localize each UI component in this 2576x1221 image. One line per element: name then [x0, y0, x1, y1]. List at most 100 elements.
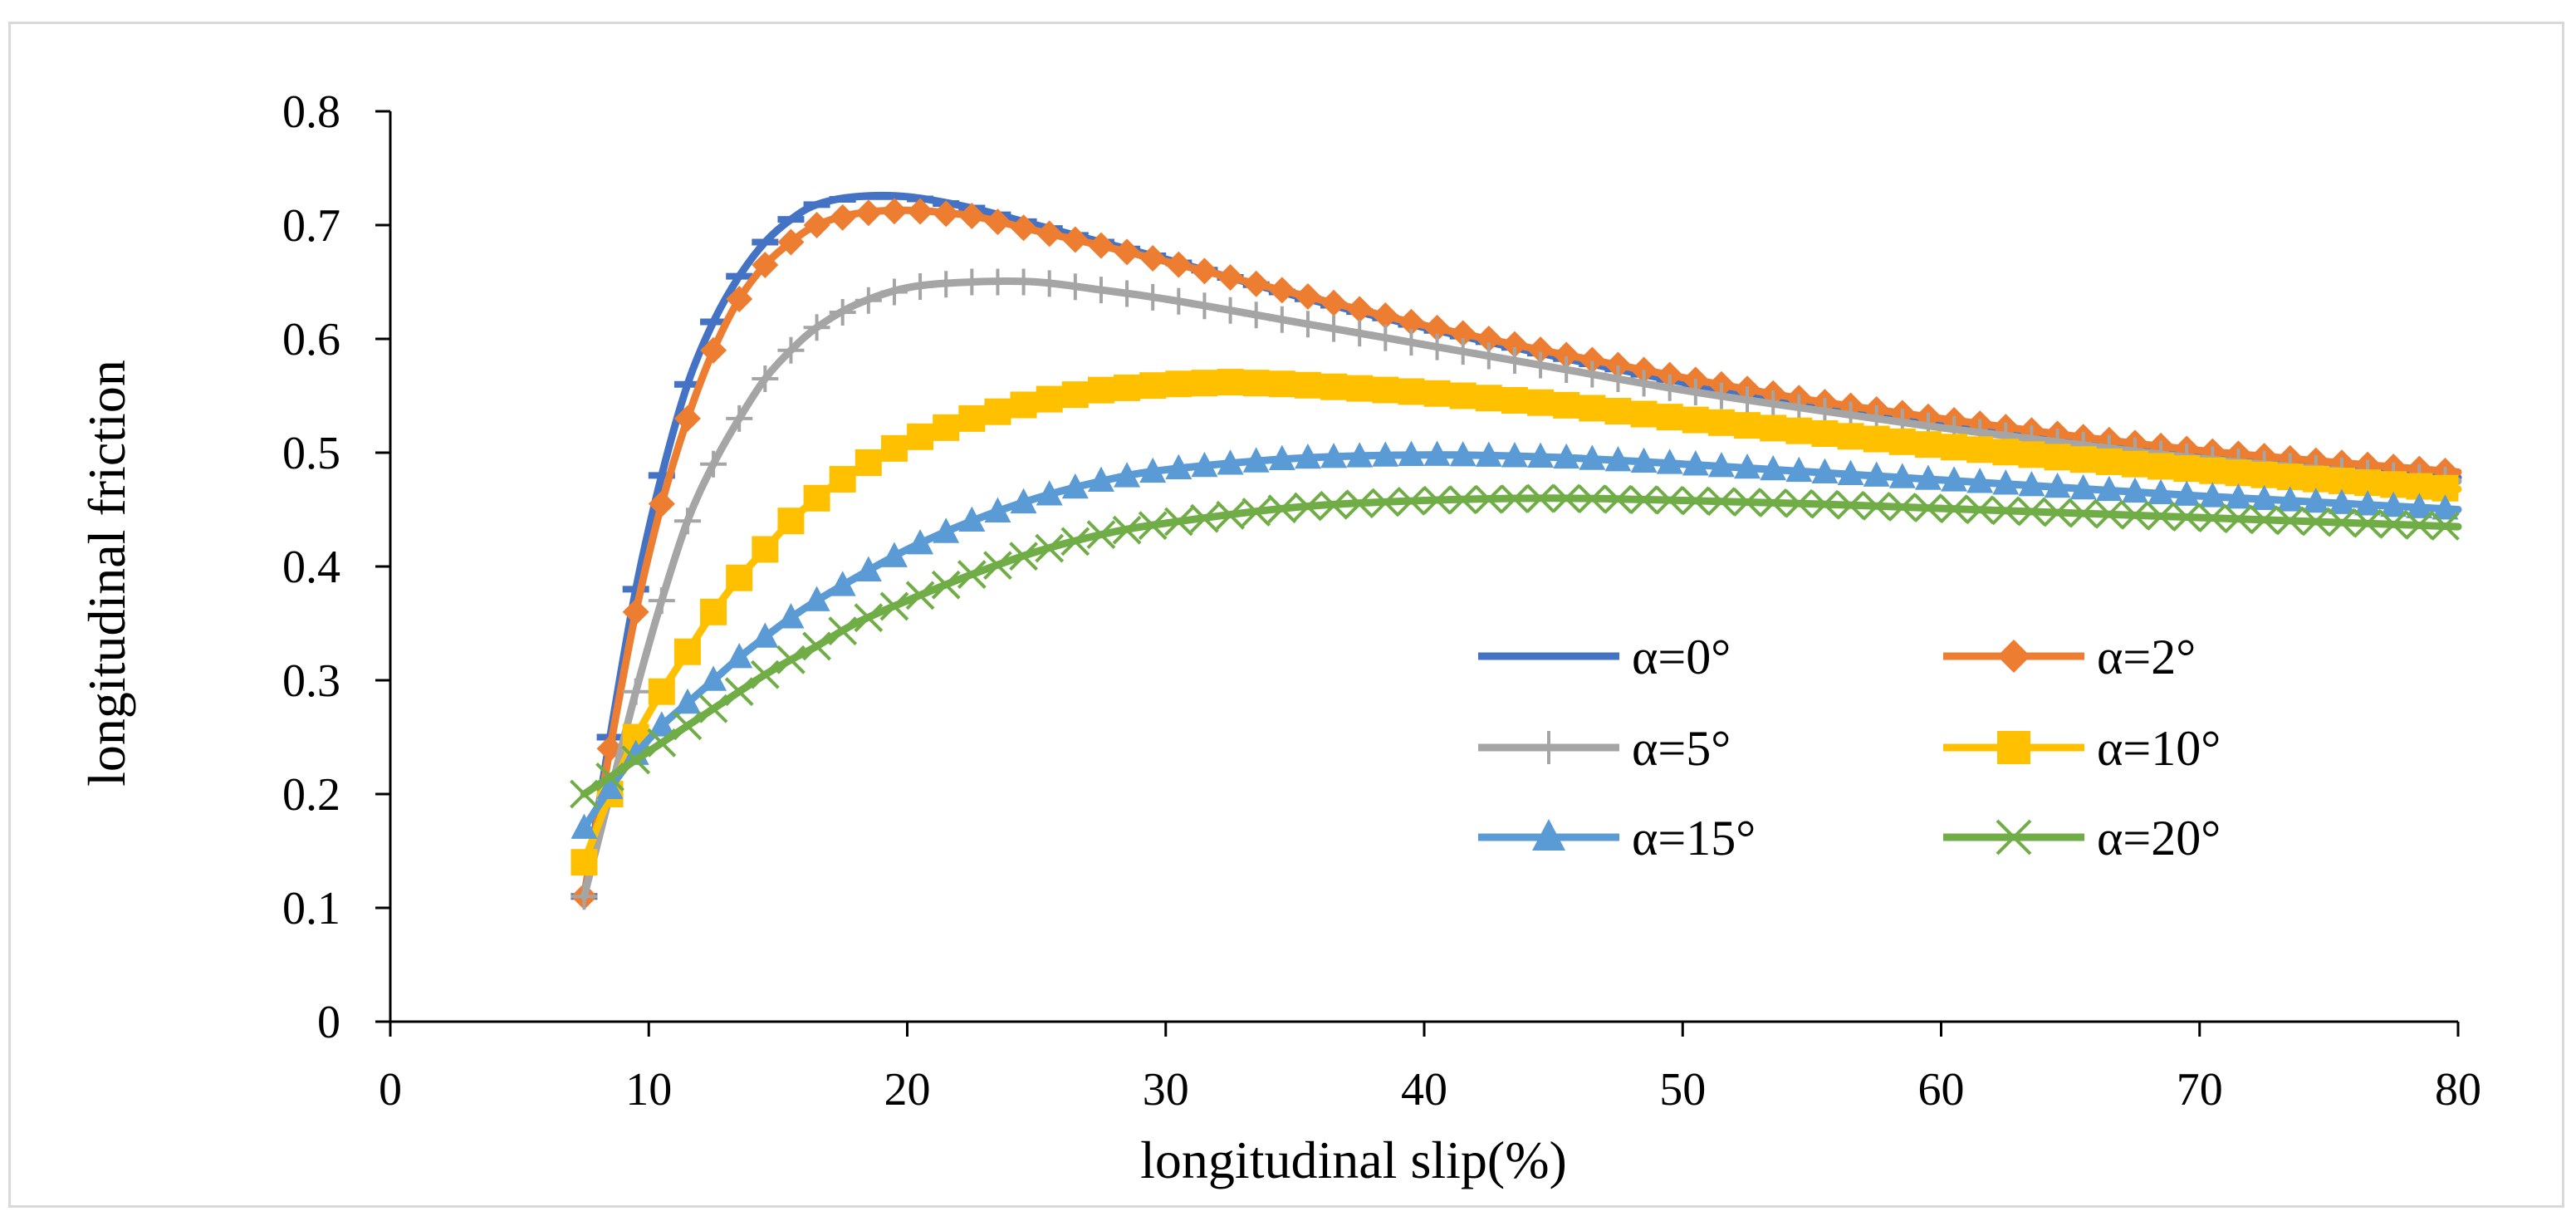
data-point — [1996, 819, 2032, 856]
data-point — [931, 570, 961, 600]
data-point — [1991, 496, 2020, 526]
data-point — [984, 497, 1011, 523]
data-point — [2043, 498, 2072, 527]
data-point — [880, 434, 908, 462]
data-point — [1423, 485, 1452, 515]
data-point — [673, 508, 701, 535]
data-point — [1577, 484, 1607, 514]
data-point — [648, 711, 675, 737]
data-point — [1294, 371, 1321, 399]
data-point — [2406, 493, 2433, 518]
data-point — [2328, 488, 2355, 514]
data-point — [1061, 273, 1089, 301]
data-point — [2302, 487, 2329, 513]
data-point — [1941, 434, 1968, 461]
data-point — [700, 336, 727, 364]
data-point — [1532, 819, 1565, 851]
data-point — [1294, 443, 1321, 469]
data-point — [933, 200, 960, 228]
data-point — [1656, 374, 1683, 401]
data-point — [1242, 447, 1270, 473]
data-point — [1888, 493, 1917, 522]
data-point — [2018, 441, 2045, 468]
legend-label: α=20° — [2097, 811, 2221, 865]
data-point — [1112, 515, 1142, 545]
data-point — [1191, 370, 1218, 397]
data-point — [1532, 731, 1565, 764]
legend-label: α=2° — [2097, 630, 2196, 684]
data-point — [647, 728, 677, 758]
data-point — [2095, 475, 2123, 502]
data-point — [1863, 425, 1890, 453]
data-point — [1604, 445, 1632, 472]
data-point — [1242, 270, 1270, 297]
data-point — [1811, 419, 1839, 447]
data-point — [1734, 412, 1761, 439]
data-point — [802, 631, 831, 661]
data-point — [2197, 503, 2227, 533]
series-3 — [571, 369, 2462, 876]
data-point — [933, 414, 960, 441]
data-point — [1241, 498, 1271, 527]
data-point — [1888, 428, 1916, 455]
data-point — [1992, 439, 2020, 466]
data-point — [1398, 329, 1425, 356]
data-point — [1242, 370, 1270, 397]
data-point — [1551, 483, 1581, 513]
data-point — [1114, 462, 1141, 488]
data-point — [1320, 289, 1348, 316]
data-point — [1785, 456, 1813, 483]
data-point — [1087, 232, 1114, 259]
legend-label: α=0° — [1632, 630, 1731, 684]
data-point — [1941, 466, 1968, 492]
data-point — [1604, 484, 1633, 514]
data-point — [1734, 453, 1761, 479]
data-point — [570, 779, 599, 809]
data-point — [2044, 444, 2071, 471]
data-point — [2353, 508, 2383, 538]
data-point — [1965, 495, 1995, 525]
data-point — [1423, 440, 1451, 466]
data-point — [1010, 268, 1037, 296]
data-point — [1475, 441, 1502, 467]
data-point — [1344, 489, 1374, 519]
data-point — [2147, 478, 2175, 504]
series-layer — [570, 191, 2462, 910]
data-point — [726, 564, 753, 591]
data-point — [880, 198, 908, 225]
data-point — [1061, 473, 1089, 499]
series-line — [580, 277, 2462, 900]
y-tick-label: 0.2 — [282, 769, 340, 821]
data-point — [2275, 506, 2305, 536]
data-point — [1061, 381, 1089, 409]
data-point — [907, 272, 934, 300]
y-tick-label: 0.4 — [282, 542, 340, 593]
data-point — [1268, 306, 1295, 333]
data-point — [1784, 488, 1814, 518]
data-point — [1501, 386, 1528, 414]
data-point — [622, 598, 649, 625]
data-point — [1604, 397, 1632, 424]
data-point — [1811, 398, 1839, 425]
data-point — [1114, 238, 1141, 266]
data-point — [1863, 461, 1890, 487]
data-point — [1294, 283, 1321, 311]
data-point — [933, 271, 960, 298]
x-axis-title: longitudinal slip(%) — [1140, 1130, 1567, 1189]
data-point — [1760, 414, 1787, 442]
data-point — [1320, 443, 1348, 468]
data-point — [933, 517, 960, 543]
data-point — [1448, 485, 1478, 515]
legend-label: α=15° — [1632, 811, 1756, 865]
data-point — [673, 405, 701, 432]
data-point — [1370, 488, 1400, 517]
data-point — [1553, 443, 1580, 469]
data-point — [1682, 406, 1709, 434]
data-point — [596, 773, 624, 799]
data-point — [1604, 365, 1632, 392]
data-point — [1500, 484, 1530, 514]
data-point — [1997, 640, 2030, 673]
data-point — [1837, 459, 1864, 485]
data-point — [1114, 280, 1141, 307]
data-point — [1992, 469, 2020, 495]
